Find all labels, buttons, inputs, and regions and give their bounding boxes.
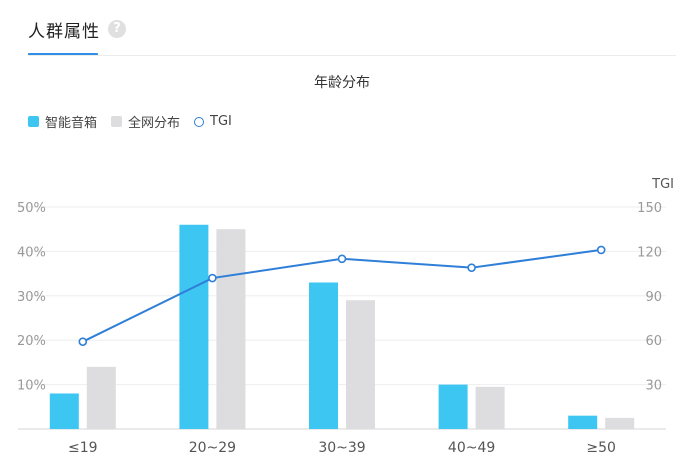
- bar-whole-network: [346, 300, 375, 429]
- y-right-tick-label: 30: [645, 379, 662, 394]
- bar-smart-speaker: [309, 282, 338, 429]
- legend-label-tgi: TGI: [210, 114, 232, 129]
- bar-whole-network: [86, 366, 116, 429]
- legend-item-tgi[interactable]: TGI: [194, 114, 232, 129]
- legend-swatch-whole-network: [111, 116, 123, 127]
- y-right-tick-label: 60: [645, 334, 662, 349]
- tgi-point: [467, 263, 476, 272]
- y-right-tick-label: 120: [637, 245, 662, 260]
- tab-header[interactable]: 人群属性 ?: [28, 14, 126, 44]
- bar-whole-network: [475, 386, 505, 429]
- tgi-point: [596, 245, 606, 255]
- bar-smart-speaker: [568, 415, 598, 429]
- x-tick-label: 20~29: [189, 440, 236, 456]
- y-right-tick-label: 90: [645, 290, 662, 305]
- tgi-point: [78, 337, 88, 346]
- x-tick-label: 40~49: [448, 440, 495, 456]
- tgi-point: [337, 254, 347, 264]
- bar-smart-speaker: [179, 224, 209, 429]
- chart-legend: 智能音箱 全网分布 TGI: [28, 112, 246, 131]
- legend-item-whole-network[interactable]: 全网分布: [111, 112, 180, 131]
- question-mark-icon[interactable]: ?: [108, 20, 126, 38]
- tab-title[interactable]: 人群属性: [28, 21, 100, 42]
- x-tick-label: 30~39: [318, 440, 365, 456]
- chart-title: 年龄分布: [314, 75, 370, 91]
- y-left-tick-label: 10%: [17, 379, 46, 394]
- y-right-axis-label: TGI: [651, 177, 674, 192]
- y-left-tick-label: 30%: [17, 290, 46, 305]
- legend-marker-tgi: [194, 116, 205, 127]
- tab-divider: [28, 55, 676, 56]
- y-right-tick-label: 150: [637, 201, 662, 216]
- y-left-tick-label: 20%: [17, 334, 46, 349]
- bar-whole-network: [605, 417, 635, 429]
- bar-smart-speaker: [49, 393, 79, 429]
- bar-whole-network: [216, 229, 246, 429]
- y-left-tick-label: 50%: [17, 201, 46, 216]
- legend-label-whole-network: 全网分布: [128, 116, 181, 131]
- x-tick-label: ≥50: [586, 440, 616, 456]
- y-left-tick-label: 40%: [17, 245, 46, 260]
- tgi-point: [208, 273, 217, 283]
- legend-label-smart-speaker: 智能音箱: [45, 116, 98, 131]
- x-tick-label: ≤19: [68, 440, 98, 456]
- active-tab-indicator: [28, 53, 98, 56]
- legend-item-smart-speaker[interactable]: 智能音箱: [28, 112, 97, 131]
- legend-swatch-smart-speaker: [28, 116, 39, 127]
- bar-smart-speaker: [438, 384, 468, 429]
